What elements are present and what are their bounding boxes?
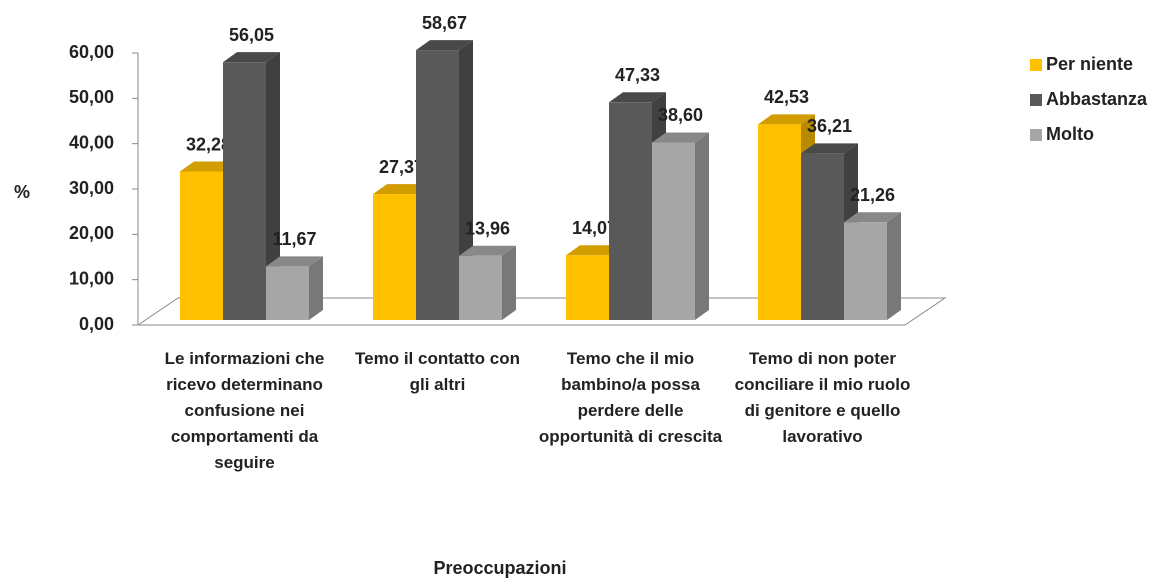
y-axis-title: %	[14, 182, 30, 202]
bar-top	[801, 143, 858, 154]
bar-top	[416, 40, 473, 51]
bar	[459, 245, 516, 320]
bar-front	[758, 124, 801, 320]
bar-top	[266, 256, 323, 267]
legend-swatch	[1030, 129, 1042, 141]
y-tick-label: 10,00	[69, 268, 114, 288]
bar-front	[609, 102, 652, 320]
value-label: 13,96	[465, 219, 510, 239]
value-label: 42,53	[764, 87, 809, 107]
bar	[266, 256, 323, 320]
bar-top	[758, 114, 815, 125]
bar-side	[502, 245, 516, 320]
x-tick-label: Temo che il mio bambino/a possa perdere …	[538, 349, 723, 446]
legend-label: Abbastanza	[1046, 89, 1148, 109]
bar-top	[609, 92, 666, 103]
value-label: 11,67	[272, 229, 316, 249]
bar-front	[844, 222, 887, 320]
value-label: 21,26	[850, 185, 895, 205]
y-tick-label: 60,00	[69, 42, 114, 62]
y-tick-label: 30,00	[69, 178, 114, 198]
bar	[416, 40, 473, 320]
bar-front	[266, 266, 309, 320]
bar-top	[566, 245, 623, 256]
bar-side	[887, 212, 901, 320]
y-tick-label: 40,00	[69, 132, 114, 152]
bar-side	[695, 132, 709, 320]
legend-label: Molto	[1046, 124, 1094, 144]
bar-front	[801, 153, 844, 320]
bar-front	[223, 62, 266, 321]
bar	[223, 52, 280, 321]
x-tick-label: Le informazioni che ricevo determinano c…	[164, 349, 325, 472]
bar-front	[180, 171, 223, 320]
bar-front	[459, 255, 502, 320]
legend-swatch	[1030, 59, 1042, 71]
x-tick-label: Temo di non poter conciliare il mio ruol…	[734, 349, 911, 446]
y-tick-label: 20,00	[69, 223, 114, 243]
bar-top	[180, 161, 237, 172]
value-label: 27,37	[379, 157, 424, 177]
bar	[652, 132, 709, 320]
bar-top	[844, 212, 901, 223]
value-label: 56,05	[229, 25, 274, 45]
bar-side	[266, 52, 280, 321]
bar-front	[373, 194, 416, 320]
bar-top	[459, 245, 516, 256]
value-label: 36,21	[807, 116, 852, 136]
value-label: 14,07	[572, 218, 617, 238]
value-label: 32,28	[186, 134, 231, 154]
bar-top	[652, 132, 709, 143]
legend-swatch	[1030, 94, 1042, 106]
bar-front	[652, 142, 695, 320]
legend-label: Per niente	[1046, 54, 1133, 74]
bar	[844, 212, 901, 320]
bar-front	[416, 50, 459, 320]
y-tick-label: 50,00	[69, 87, 114, 107]
bar-front	[566, 255, 609, 320]
value-label: 58,67	[422, 13, 467, 33]
bar-top	[223, 52, 280, 63]
floor	[136, 297, 947, 326]
x-tick-label: Temo il contatto con gli altri	[355, 349, 520, 394]
bar-side	[309, 256, 323, 320]
value-label: 38,60	[658, 105, 703, 125]
y-tick-label: 0,00	[79, 314, 114, 334]
bar-top	[373, 184, 430, 195]
x-axis-title: Preoccupazioni	[433, 558, 566, 578]
value-label: 47,33	[615, 65, 660, 85]
